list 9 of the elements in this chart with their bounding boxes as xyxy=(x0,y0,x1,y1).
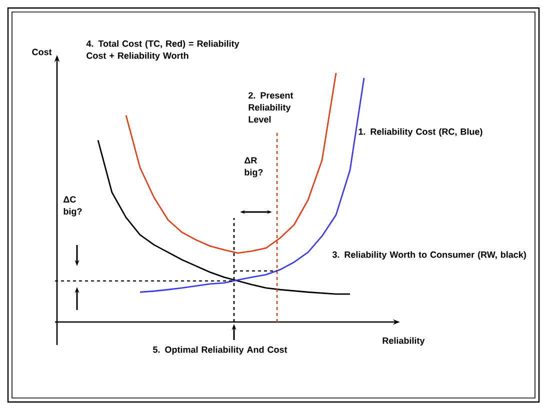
text: 5. Optimal Reliability And Cost xyxy=(153,346,288,355)
annotation: ΔC big? xyxy=(64,196,82,216)
x-axis-title: Reliability xyxy=(382,337,425,346)
annotation: 2. Present Reliability Level xyxy=(248,92,294,123)
text: 4. Total Cost (TC, Red) = Reliability Cost + Reliability Worth xyxy=(86,40,240,61)
annotation: ΔR big? xyxy=(244,157,263,178)
y-axis-title: Cost xyxy=(32,48,52,56)
annotation: 3. Reliability Worth to Consumer (RW, black) xyxy=(332,251,526,260)
annotation: 1. Reliability Cost (RC, Blue) xyxy=(358,128,482,137)
